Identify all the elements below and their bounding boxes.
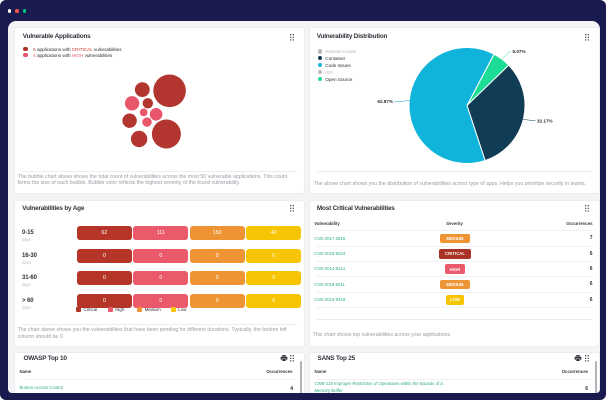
svg-text:62.87%: 62.87% <box>377 99 393 104</box>
svg-text:32.17%: 32.17% <box>537 119 553 124</box>
svg-text:5.07%: 5.07% <box>513 49 526 54</box>
